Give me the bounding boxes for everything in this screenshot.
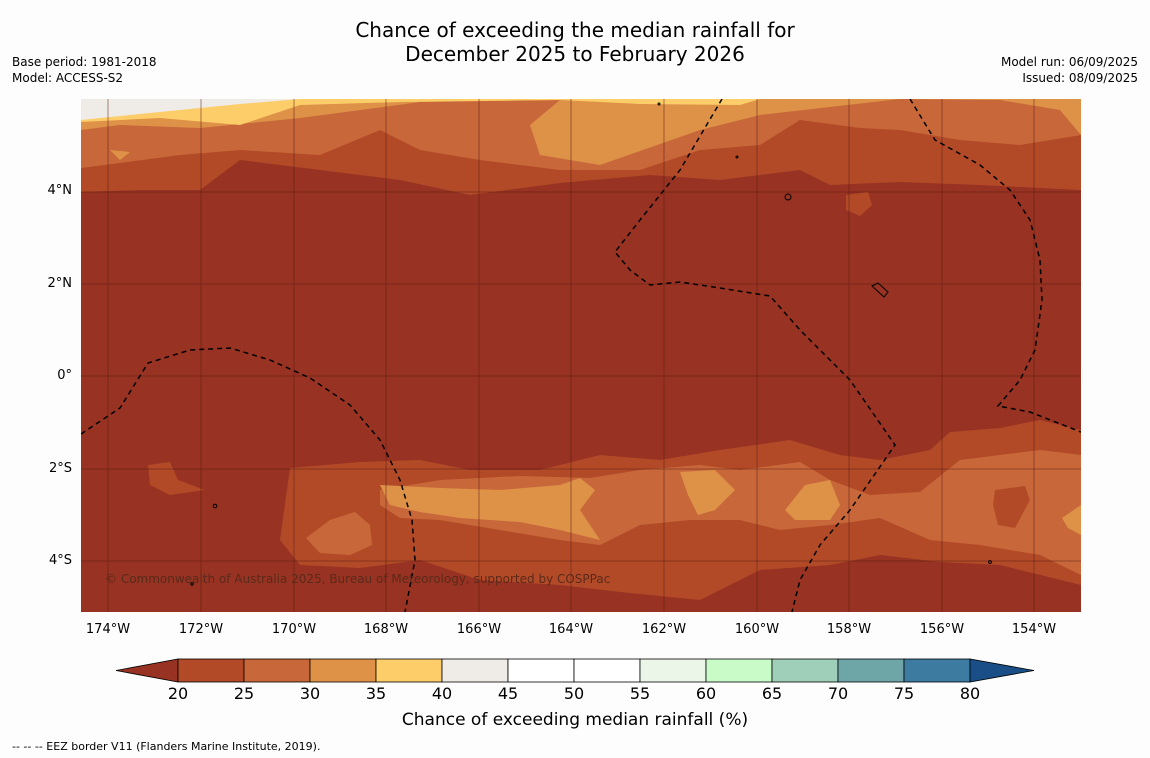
lat-label-4n: 4°N <box>47 183 73 198</box>
cb-tick-45: 45 <box>497 684 519 703</box>
colorbar-segment-60-65 <box>705 658 773 683</box>
meta-right: Model run: 06/09/2025 Issued: 08/09/2025 <box>1001 54 1138 86</box>
cb-tick-40: 40 <box>431 684 453 703</box>
title-line-1: Chance of exceeding the median rainfall … <box>355 18 795 42</box>
lon-label-168w: 168°W <box>363 622 409 637</box>
lon-label-160w: 160°W <box>734 622 780 637</box>
lat-label-2n: 2°N <box>47 276 73 291</box>
colorbar-segment-35-40 <box>375 658 443 683</box>
lon-label-174w: 174°W <box>85 622 131 637</box>
cb-tick-60: 60 <box>695 684 717 703</box>
lon-label-154w: 154°W <box>1011 622 1057 637</box>
colorbar-segment-25-30 <box>243 658 311 683</box>
cb-tick-50: 50 <box>563 684 585 703</box>
lat-label-2s: 2°S <box>48 461 72 476</box>
colorbar-segments <box>115 658 1035 683</box>
eez-footnote: -- -- -- EEZ border V11 (Flanders Marine… <box>12 740 321 753</box>
lon-label-166w: 166°W <box>456 622 502 637</box>
map-title: Chance of exceeding the median rainfall … <box>0 18 1150 66</box>
cb-tick-70: 70 <box>827 684 849 703</box>
model-run: Model run: 06/09/2025 <box>1000 55 1138 69</box>
lon-label-162w: 162°W <box>641 622 687 637</box>
gridlines <box>81 99 1081 612</box>
colorbar-segment-45-50 <box>507 658 575 683</box>
cb-tick-55: 55 <box>629 684 651 703</box>
lon-label-156w: 156°W <box>919 622 965 637</box>
colorbar-segment-70-75 <box>837 658 905 683</box>
lon-label-172w: 172°W <box>178 622 224 637</box>
cb-tick-30: 30 <box>299 684 321 703</box>
map-fill <box>81 99 1081 612</box>
colorbar-segment-55-60 <box>639 658 707 683</box>
south-band-35-40 <box>380 470 1081 540</box>
model-name: Model: ACCESS-S2 <box>12 71 124 85</box>
lon-label-158w: 158°W <box>826 622 872 637</box>
colorbar-extend-low <box>115 658 179 683</box>
south-band-30-35 <box>306 450 1081 575</box>
north-band-40-45 <box>81 99 760 125</box>
eez-borders <box>81 99 1081 612</box>
lat-label-4s: 4°S <box>48 553 72 568</box>
colorbar <box>115 658 1035 683</box>
colorbar-extend-high <box>969 658 1035 683</box>
colorbar-segment-30-35 <box>309 658 377 683</box>
lat-label-0: 0° <box>57 368 72 383</box>
base-period: Base period: 1981-2018 <box>12 55 157 69</box>
colorbar-segment-20-25 <box>177 658 245 683</box>
copyright-text: © Commonwealth of Australia 2025, Bureau… <box>105 572 611 586</box>
north-band-35-40 <box>81 99 1081 165</box>
colorbar-segment-65-70 <box>771 658 839 683</box>
colorbar-segment-75-80 <box>903 658 971 683</box>
lon-label-170w: 170°W <box>271 622 317 637</box>
lon-label-164w: 164°W <box>548 622 594 637</box>
meta-left: Base period: 1981-2018 Model: ACCESS-S2 <box>12 54 157 86</box>
north-band-45-50 <box>81 99 300 120</box>
issued-date: Issued: 08/09/2025 <box>1022 71 1138 85</box>
colorbar-segment-40-45 <box>441 658 509 683</box>
colorbar-title: Chance of exceeding median rainfall (%) <box>401 710 749 730</box>
cb-tick-35: 35 <box>365 684 387 703</box>
south-patch-25-30 <box>993 486 1030 528</box>
colorbar-segment-50-55 <box>573 658 641 683</box>
cb-tick-20: 20 <box>167 684 189 703</box>
cb-tick-65: 65 <box>761 684 783 703</box>
rainfall-map <box>81 99 1081 612</box>
cb-tick-25: 25 <box>233 684 255 703</box>
cb-tick-75: 75 <box>893 684 915 703</box>
title-line-2: December 2025 to February 2026 <box>405 42 745 66</box>
cb-tick-80: 80 <box>959 684 981 703</box>
patch-east-north <box>846 192 872 216</box>
islands <box>190 102 992 586</box>
